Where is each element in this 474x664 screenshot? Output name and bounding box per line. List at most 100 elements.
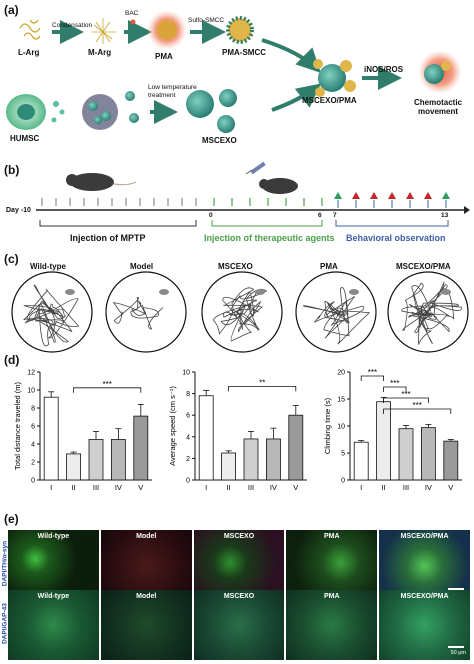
panel-e-label: (e) bbox=[4, 512, 19, 526]
condensation-label: Condensation bbox=[52, 22, 93, 29]
l-arg-molecules bbox=[19, 19, 41, 40]
injection-agents-label: Injection of therapeutic agents bbox=[204, 233, 335, 243]
y-tick-label: 15 bbox=[337, 397, 345, 404]
x-tick-label: V bbox=[448, 483, 453, 492]
y-tick-label: 0 bbox=[186, 478, 190, 485]
x-tick-label: I bbox=[50, 483, 52, 492]
bar bbox=[111, 439, 126, 481]
panel-a-schematic bbox=[6, 10, 462, 133]
humsc-label: HUMSC bbox=[10, 134, 40, 143]
mptp-arrows bbox=[41, 198, 197, 206]
significance-label: *** bbox=[390, 379, 399, 388]
pma-smcc-particle-icon bbox=[226, 16, 254, 44]
mouse-track-path bbox=[213, 287, 268, 342]
mouse-icon-2 bbox=[259, 178, 298, 194]
y-tick-label: 12 bbox=[27, 370, 35, 377]
significance-bracket bbox=[383, 397, 429, 403]
x-tick-label: III bbox=[248, 483, 254, 492]
mouse-track-path bbox=[303, 287, 371, 345]
significance-label: *** bbox=[401, 390, 410, 399]
m-arg-label: M-Arg bbox=[88, 48, 112, 57]
day-13: 13 bbox=[441, 212, 449, 219]
panel-c-label: (c) bbox=[4, 252, 19, 266]
group-label-mscexo: MSCEXO bbox=[218, 262, 253, 271]
significance-label: *** bbox=[413, 401, 422, 410]
mouse-position-marker bbox=[441, 289, 451, 295]
scale-text-2: 50 μm bbox=[450, 650, 466, 656]
inos-ros-label: iNOS/ROS bbox=[364, 65, 404, 74]
y-tick-label: 0 bbox=[341, 478, 345, 485]
th-mscexo-pma-caption: MSCEXO/PMA bbox=[400, 533, 449, 540]
bar bbox=[443, 440, 459, 481]
agents-bracket bbox=[211, 220, 323, 227]
mscexo-pma-conjugate-icon bbox=[318, 64, 346, 92]
mouse-position-marker bbox=[159, 289, 169, 295]
bac-label: BAC bbox=[125, 10, 139, 17]
mscexo-pma-label: MSCEXO/PMA bbox=[302, 96, 357, 105]
bar bbox=[66, 453, 81, 481]
bar bbox=[221, 452, 237, 481]
x-tick-label: II bbox=[72, 483, 76, 492]
day-label: Day -10 bbox=[6, 207, 31, 214]
y-tick-label: 0 bbox=[31, 478, 35, 485]
arena-circle bbox=[387, 271, 469, 353]
pma-label: PMA bbox=[155, 52, 173, 61]
y-tick-label: 2 bbox=[31, 460, 35, 467]
group-label-mscexo-pma: MSCEXO/PMA bbox=[396, 262, 451, 271]
gap-mscexo-caption: MSCEXO bbox=[223, 593, 255, 600]
significance-bracket bbox=[360, 375, 384, 381]
mouse-icon-1 bbox=[66, 173, 137, 191]
chemotactic-label: Chemotactic movement bbox=[414, 98, 463, 116]
mouse-position-marker bbox=[349, 289, 359, 295]
x-tick-label: I bbox=[205, 483, 207, 492]
x-tick-label: V bbox=[293, 483, 298, 492]
bar bbox=[420, 427, 436, 481]
mscexo-vesicle-icon bbox=[186, 90, 214, 118]
m-arg-cluster bbox=[92, 18, 116, 44]
day-7: 7 bbox=[333, 212, 337, 219]
gap-mscexo-micrograph: MSCEXO bbox=[193, 590, 285, 660]
bar bbox=[288, 414, 304, 481]
y-tick-label: 10 bbox=[27, 388, 35, 395]
pma-smcc-label: PMA-SMCC bbox=[222, 48, 266, 57]
bar bbox=[243, 438, 259, 481]
significance-bracket bbox=[73, 387, 142, 393]
gap-mscexo-pma-micrograph: MSCEXO/PMA 50 μm bbox=[379, 590, 470, 660]
arrow-to-conjugate-top bbox=[261, 38, 321, 73]
significance-label: ** bbox=[259, 378, 265, 387]
group-label-model: Model bbox=[130, 262, 154, 271]
bar bbox=[398, 428, 414, 481]
day-6: 6 bbox=[318, 212, 322, 219]
behavioral-label: Behavioral observation bbox=[346, 233, 446, 243]
agent-arrows bbox=[213, 198, 323, 206]
y-tick-label: 4 bbox=[31, 442, 35, 449]
y-tick-label: 10 bbox=[337, 424, 345, 431]
th-model-caption: Model bbox=[136, 533, 157, 540]
th-pma-caption: PMA bbox=[324, 533, 340, 540]
panel-b-label: (b) bbox=[4, 163, 20, 177]
day-0: 0 bbox=[209, 212, 213, 219]
group-label-pma: PMA bbox=[320, 262, 338, 271]
open-field-tracks bbox=[0, 262, 474, 354]
gap-pma-micrograph: PMA bbox=[286, 590, 378, 660]
mouse-track-path bbox=[112, 297, 164, 330]
bar bbox=[43, 396, 59, 481]
significance-bracket bbox=[228, 385, 297, 392]
bar bbox=[88, 439, 104, 481]
bar bbox=[265, 438, 281, 481]
observation-markers bbox=[334, 192, 450, 208]
x-tick-label: I bbox=[360, 483, 362, 492]
bar bbox=[353, 441, 369, 481]
x-tick-label: IV bbox=[270, 483, 277, 492]
syringe-icon bbox=[245, 161, 266, 175]
y-tick-label: 4 bbox=[186, 434, 190, 441]
gap-wildtype-micrograph: Wild-type bbox=[8, 590, 99, 660]
mouse-position-marker bbox=[65, 289, 75, 295]
arena-circle bbox=[105, 271, 187, 353]
mptp-bracket bbox=[39, 220, 197, 227]
y-axis-label: Total distance traveled (m) bbox=[13, 382, 22, 470]
scale-bar-2 bbox=[447, 646, 464, 648]
panel-b-timeline bbox=[36, 161, 470, 227]
y-axis-label: Climbing time (s) bbox=[323, 397, 332, 454]
mouse-track-path bbox=[23, 284, 80, 347]
